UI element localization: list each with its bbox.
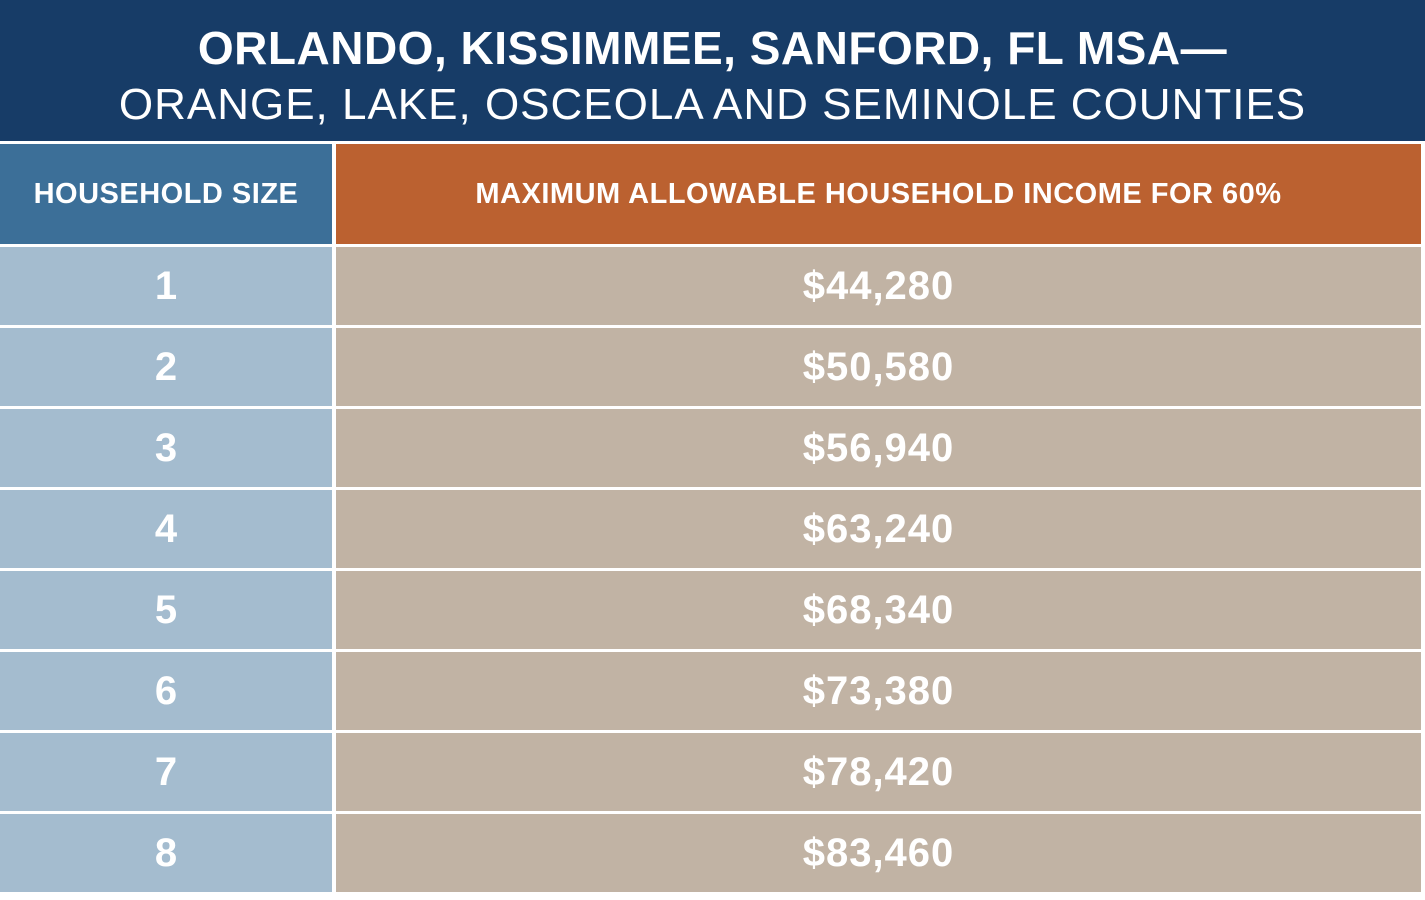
income-table: HOUSEHOLD SIZE MAXIMUM ALLOWABLE HOUSEHO…	[0, 144, 1425, 892]
income-cell: $44,280	[336, 247, 1421, 325]
income-cell: $78,420	[336, 733, 1421, 811]
header-max-income: MAXIMUM ALLOWABLE HOUSEHOLD INCOME FOR 6…	[336, 144, 1421, 244]
household-size-cell: 2	[0, 328, 332, 406]
table-row: 6 $73,380	[0, 652, 1425, 730]
table-row: 3 $56,940	[0, 409, 1425, 487]
table-header-row: HOUSEHOLD SIZE MAXIMUM ALLOWABLE HOUSEHO…	[0, 144, 1425, 244]
title-counties: ORANGE, LAKE, OSCEOLA AND SEMINOLE COUNT…	[118, 80, 1307, 129]
income-cell: $56,940	[336, 409, 1421, 487]
household-size-cell: 4	[0, 490, 332, 568]
income-cell: $68,340	[336, 571, 1421, 649]
household-size-cell: 1	[0, 247, 332, 325]
household-size-cell: 5	[0, 571, 332, 649]
household-size-cell: 8	[0, 814, 332, 892]
income-cell: $73,380	[336, 652, 1421, 730]
title-banner: ORLANDO, KISSIMMEE, SANFORD, FL MSA— ORA…	[0, 0, 1425, 141]
household-size-cell: 6	[0, 652, 332, 730]
table-row: 2 $50,580	[0, 328, 1425, 406]
table-row: 8 $83,460	[0, 814, 1425, 892]
income-cell: $63,240	[336, 490, 1421, 568]
income-cell: $83,460	[336, 814, 1421, 892]
table-row: 1 $44,280	[0, 247, 1425, 325]
household-size-cell: 3	[0, 409, 332, 487]
household-size-cell: 7	[0, 733, 332, 811]
title-msa: ORLANDO, KISSIMMEE, SANFORD, FL MSA—	[197, 22, 1228, 74]
table-row: 5 $68,340	[0, 571, 1425, 649]
table-row: 7 $78,420	[0, 733, 1425, 811]
income-cell: $50,580	[336, 328, 1421, 406]
header-household-size: HOUSEHOLD SIZE	[0, 144, 332, 244]
table-row: 4 $63,240	[0, 490, 1425, 568]
